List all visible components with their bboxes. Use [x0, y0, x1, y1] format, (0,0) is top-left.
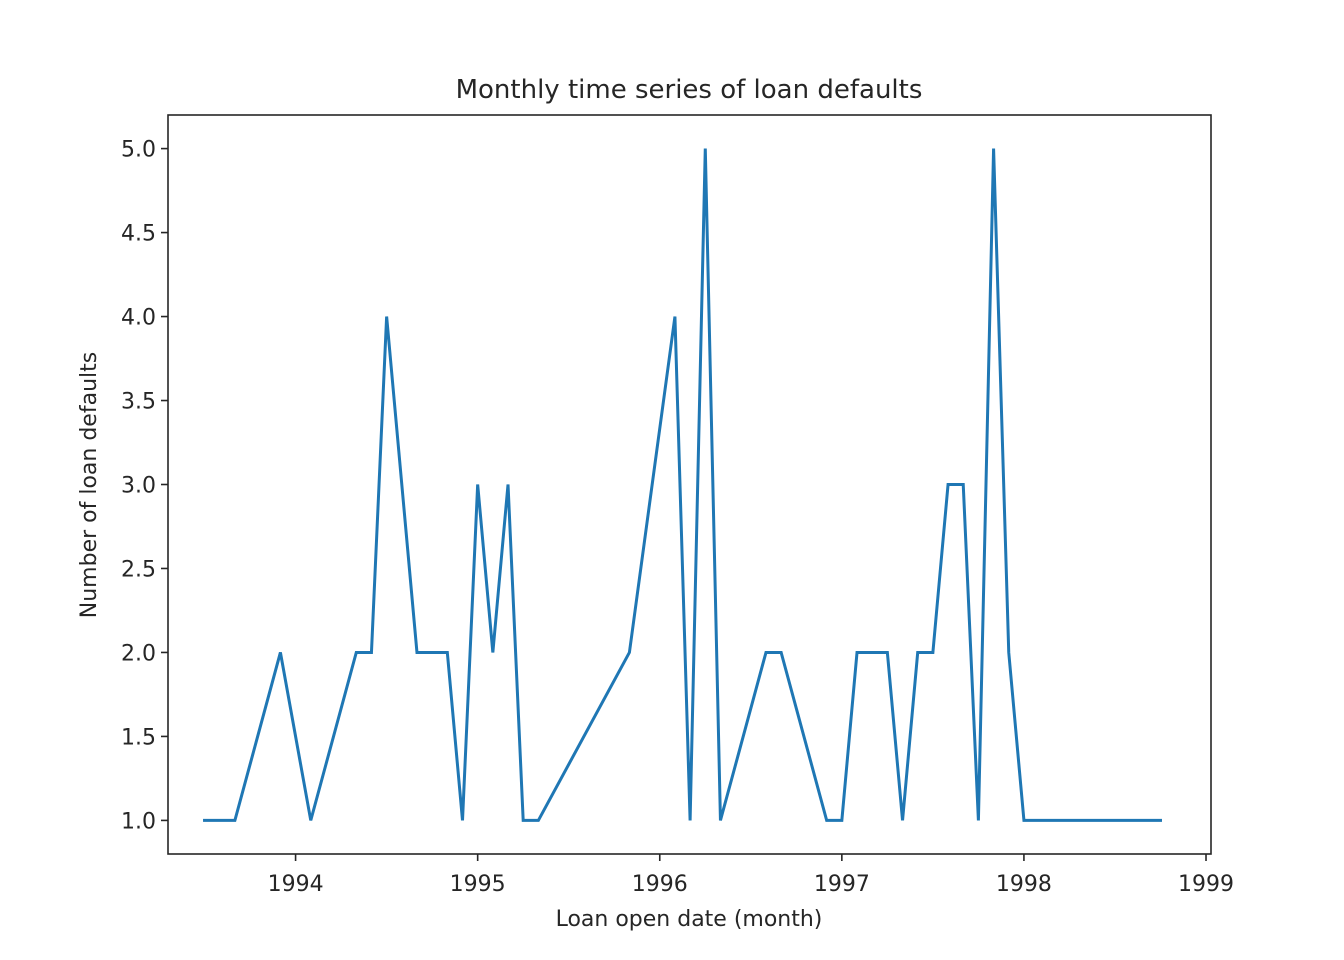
x-tick-label: 1995	[450, 872, 506, 897]
y-tick-label: 2.0	[121, 641, 156, 666]
x-tick-label: 1997	[814, 872, 870, 897]
x-axis: 1994 1995 1996 1997 1998 1999	[268, 854, 1234, 897]
x-tick-label: 1996	[632, 872, 688, 897]
y-tick-label: 3.0	[121, 474, 156, 499]
y-axis: 1.0 1.5 2.0 2.5 3.0 3.5 4.0 4.5 5.0	[121, 138, 168, 834]
y-tick-label: 1.0	[121, 809, 156, 834]
chart-title: Monthly time series of loan defaults	[456, 75, 923, 105]
y-tick-label: 1.5	[121, 725, 156, 750]
x-tick-label: 1998	[996, 872, 1052, 897]
y-tick-label: 3.5	[121, 390, 156, 415]
y-tick-label: 4.0	[121, 306, 156, 331]
plot-area	[203, 148, 1162, 822]
y-tick-label: 2.5	[121, 557, 156, 582]
x-axis-label: Loan open date (month)	[556, 907, 823, 932]
y-axis-label: Number of loan defaults	[77, 352, 102, 618]
y-tick-label: 4.5	[121, 222, 156, 247]
y-tick-label: 5.0	[121, 138, 156, 163]
axes-frame	[167, 114, 1212, 855]
x-tick-label: 1999	[1178, 872, 1234, 897]
series-line	[203, 148, 1162, 822]
x-tick-label: 1994	[268, 872, 324, 897]
